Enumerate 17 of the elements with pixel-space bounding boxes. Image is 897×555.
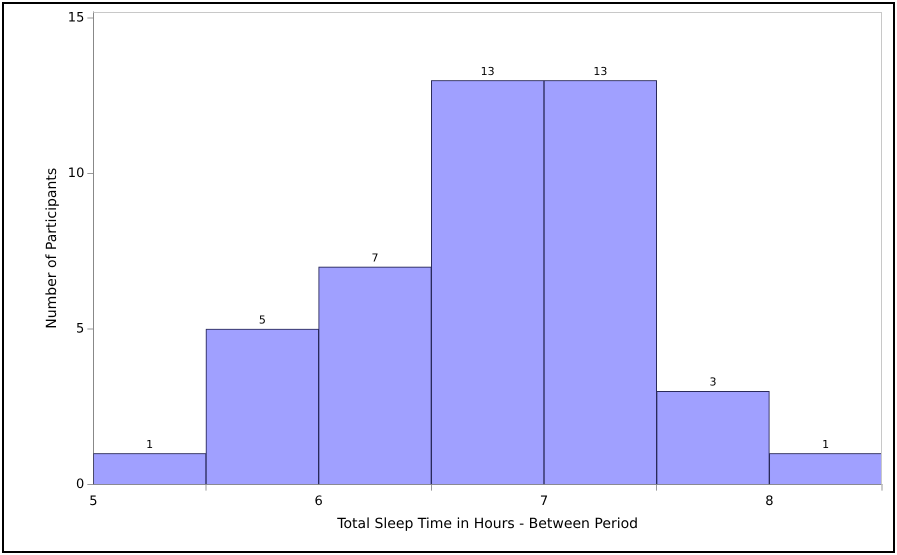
x-tick-label: 6: [314, 494, 323, 509]
y-tick-label: 10: [68, 166, 84, 182]
y-tick-label: 15: [68, 10, 84, 26]
data-label: 7: [372, 251, 379, 264]
y-tick-label: 5: [76, 322, 84, 337]
data-label: 5: [258, 314, 266, 326]
data-label: 13: [593, 64, 608, 78]
data-label: 1: [146, 438, 154, 451]
x-tick-label: 7: [540, 494, 548, 509]
x-tick-label: 8: [765, 494, 774, 509]
x-tick-label: 5: [89, 494, 98, 509]
y-tick-label: 0: [76, 476, 84, 492]
data-label: 1: [822, 438, 830, 451]
data-label: 13: [480, 64, 495, 78]
x-axis-title: Total Sleep Time in Hours - Between Period: [336, 516, 638, 532]
data-label: 3: [710, 376, 716, 389]
y-axis-title: Number of Participants: [44, 168, 60, 329]
